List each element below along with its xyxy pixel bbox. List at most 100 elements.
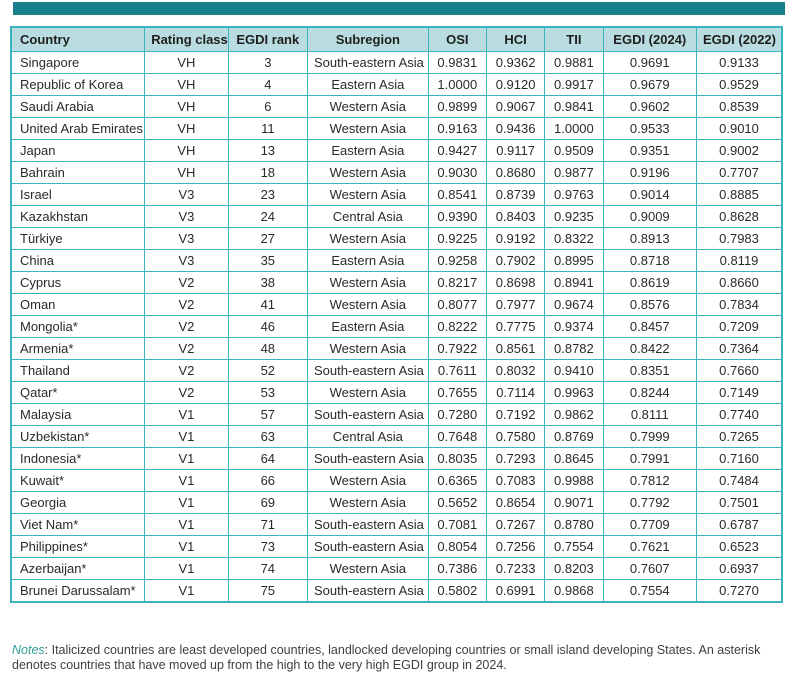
- egdi22-cell: 0.7209: [696, 315, 783, 338]
- egdi22-cell: 0.9002: [696, 139, 783, 162]
- osi-cell: 0.7280: [427, 403, 487, 426]
- country-cell: Philippines*: [10, 535, 146, 558]
- egdi24-cell: 0.8422: [602, 337, 698, 360]
- egdi24-cell: 0.7991: [602, 447, 698, 470]
- egdi24-cell: 0.7554: [602, 579, 698, 603]
- column-header-rating: Rating class: [144, 26, 229, 52]
- egdi22-cell: 0.8119: [696, 249, 783, 272]
- notes: Notes: Italicized countries are least de…: [12, 643, 778, 674]
- egdi22-cell: 0.7834: [696, 293, 783, 316]
- country-cell: Indonesia*: [10, 447, 146, 470]
- egdi24-cell: 0.8351: [602, 359, 698, 382]
- tii-cell: 0.8203: [544, 557, 604, 580]
- egdi24-cell: 0.9691: [602, 51, 698, 74]
- country-cell: United Arab Emirates: [10, 117, 146, 140]
- rank-cell: 66: [227, 469, 309, 492]
- rating-cell: V3: [144, 249, 229, 272]
- country-cell: Viet Nam*: [10, 513, 146, 536]
- rank-cell: 18: [227, 161, 309, 184]
- table-row: Mongolia* V2 46 Eastern Asia 0.8222 0.7775 0.9…: [10, 315, 783, 338]
- column-header-rank: EGDI rank: [227, 26, 309, 52]
- osi-cell: 0.8035: [427, 447, 487, 470]
- rating-cell: V3: [144, 183, 229, 206]
- subregion-cell: South-eastern Asia: [307, 403, 429, 426]
- subregion-cell: South-eastern Asia: [307, 447, 429, 470]
- tii-cell: 0.9877: [544, 161, 604, 184]
- osi-cell: 0.9225: [427, 227, 487, 250]
- egdi24-cell: 0.9602: [602, 95, 698, 118]
- table-row: Kazakhstan V3 24 Central Asia 0.9390 0.8403 0.…: [10, 205, 783, 228]
- rating-cell: V1: [144, 535, 229, 558]
- subregion-cell: Central Asia: [307, 205, 429, 228]
- egdi24-cell: 0.8619: [602, 271, 698, 294]
- table-row: Thailand V2 52 South-eastern Asia 0.7611 0.80…: [10, 359, 783, 382]
- osi-cell: 0.9258: [427, 249, 487, 272]
- subregion-cell: South-eastern Asia: [307, 51, 429, 74]
- top-accent-bar: [13, 2, 785, 15]
- country-cell: Georgia: [10, 491, 146, 514]
- header-row: Country Rating class EGDI rank Subregion OSI…: [10, 26, 783, 52]
- egdi24-cell: 0.8576: [602, 293, 698, 316]
- tii-cell: 0.9868: [544, 579, 604, 603]
- egdi24-cell: 0.8913: [602, 227, 698, 250]
- osi-cell: 0.5652: [427, 491, 487, 514]
- column-header-hci: HCI: [485, 26, 546, 52]
- osi-cell: 0.7922: [427, 337, 487, 360]
- country-cell: Saudi Arabia: [10, 95, 146, 118]
- egdi-table: Country Rating class EGDI rank Subregion OSI…: [10, 26, 783, 603]
- subregion-cell: Western Asia: [307, 337, 429, 360]
- subregion-cell: Western Asia: [307, 381, 429, 404]
- egdi24-cell: 0.9009: [602, 205, 698, 228]
- egdi24-cell: 0.9679: [602, 73, 698, 96]
- egdi24-cell: 0.8457: [602, 315, 698, 338]
- hci-cell: 0.8739: [485, 183, 546, 206]
- tii-cell: 0.8782: [544, 337, 604, 360]
- table-row: Viet Nam* V1 71 South-eastern Asia 0.7081 0.7…: [10, 513, 783, 536]
- rank-cell: 53: [227, 381, 309, 404]
- column-header-egdi22: EGDI (2022): [696, 26, 783, 52]
- subregion-cell: Western Asia: [307, 117, 429, 140]
- hci-cell: 0.7192: [485, 403, 546, 426]
- rank-cell: 52: [227, 359, 309, 382]
- egdi22-cell: 0.8539: [696, 95, 783, 118]
- osi-cell: 0.8054: [427, 535, 487, 558]
- country-cell: Israel: [10, 183, 146, 206]
- subregion-cell: South-eastern Asia: [307, 579, 429, 603]
- osi-cell: 0.9390: [427, 205, 487, 228]
- column-header-tii: TII: [544, 26, 604, 52]
- country-cell: China: [10, 249, 146, 272]
- table-row: Malaysia V1 57 South-eastern Asia 0.7280 0.71…: [10, 403, 783, 426]
- egdi22-cell: 0.7707: [696, 161, 783, 184]
- rank-cell: 35: [227, 249, 309, 272]
- tii-cell: 0.7554: [544, 535, 604, 558]
- rating-cell: VH: [144, 73, 229, 96]
- egdi22-cell: 0.7270: [696, 579, 783, 603]
- rating-cell: V2: [144, 359, 229, 382]
- notes-text: : Italicized countries are least develop…: [12, 642, 761, 673]
- rank-cell: 41: [227, 293, 309, 316]
- subregion-cell: Western Asia: [307, 491, 429, 514]
- table-row: China V3 35 Eastern Asia 0.9258 0.7902 0.8995 0…: [10, 249, 783, 272]
- rating-cell: V1: [144, 447, 229, 470]
- tii-cell: 0.9763: [544, 183, 604, 206]
- rating-cell: V1: [144, 491, 229, 514]
- egdi22-cell: 0.6523: [696, 535, 783, 558]
- rank-cell: 69: [227, 491, 309, 514]
- table-row: Kuwait* V1 66 Western Asia 0.6365 0.7083 0.998…: [10, 469, 783, 492]
- hci-cell: 0.6991: [485, 579, 546, 603]
- egdi24-cell: 0.8111: [602, 403, 698, 426]
- table-row: Republic of Korea VH 4 Eastern Asia 1.0000 0.…: [10, 73, 783, 96]
- subregion-cell: Western Asia: [307, 271, 429, 294]
- rating-cell: V1: [144, 425, 229, 448]
- tii-cell: 0.9963: [544, 381, 604, 404]
- egdi22-cell: 0.9010: [696, 117, 783, 140]
- tii-cell: 0.9374: [544, 315, 604, 338]
- hci-cell: 0.9117: [485, 139, 546, 162]
- table-row: Singapore VH 3 South-eastern Asia 0.9831 0.93…: [10, 51, 783, 74]
- egdi22-cell: 0.7740: [696, 403, 783, 426]
- osi-cell: 0.9030: [427, 161, 487, 184]
- tii-cell: 0.9509: [544, 139, 604, 162]
- rank-cell: 13: [227, 139, 309, 162]
- table-row: Oman V2 41 Western Asia 0.8077 0.7977 0.9674 0.…: [10, 293, 783, 316]
- table-row: Bahrain VH 18 Western Asia 0.9030 0.8680 0.987…: [10, 161, 783, 184]
